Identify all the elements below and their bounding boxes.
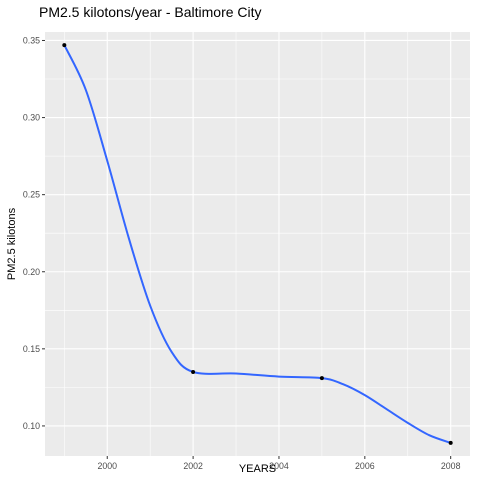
y-axis-title: PM2.5 kilotons [6, 207, 18, 280]
y-tick-label: 0.25 [23, 190, 40, 200]
grid-minor [45, 32, 470, 456]
plot-panel [45, 32, 470, 456]
x-tick-label: 2002 [183, 461, 203, 471]
data-point [448, 440, 453, 445]
data-points [62, 43, 453, 445]
data-point [319, 376, 324, 381]
y-tick-label: 0.35 [23, 35, 40, 45]
x-tick-label: 2000 [97, 461, 117, 471]
data-point [191, 369, 196, 374]
grid-major [45, 32, 470, 456]
y-tick-label: 0.10 [23, 421, 40, 431]
x-axis-ticks: 2000 2002 2004 2006 2008 [97, 456, 461, 471]
data-point [62, 43, 67, 48]
y-tick-label: 0.20 [23, 267, 40, 277]
x-tick-label: 2006 [355, 461, 375, 471]
x-tick-label: 2004 [269, 461, 289, 471]
x-tick-label: 2008 [441, 461, 461, 471]
chart-title: PM2.5 kilotons/year - Baltimore City [39, 4, 262, 20]
x-axis-title: YEARS [239, 463, 276, 475]
trend-line [63, 44, 452, 444]
y-axis-ticks: 0.10 0.15 0.20 0.25 0.30 0.35 [23, 35, 45, 431]
y-tick-label: 0.30 [23, 113, 40, 123]
y-tick-label: 0.15 [23, 344, 40, 354]
